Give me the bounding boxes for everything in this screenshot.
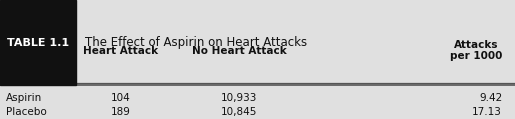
Text: 10,845: 10,845 bbox=[221, 107, 258, 117]
Text: Condition: Condition bbox=[6, 46, 63, 56]
Bar bbox=[0, 0, 76, 85]
Text: The Effect of Aspirin on Heart Attacks: The Effect of Aspirin on Heart Attacks bbox=[85, 36, 307, 49]
Text: Placebo: Placebo bbox=[6, 107, 47, 117]
Text: 9.42: 9.42 bbox=[479, 93, 502, 103]
Text: 10,933: 10,933 bbox=[221, 93, 258, 103]
Text: TABLE 1.1: TABLE 1.1 bbox=[7, 37, 69, 48]
Text: Heart Attack: Heart Attack bbox=[83, 46, 159, 56]
Text: Attacks
per 1000: Attacks per 1000 bbox=[450, 40, 502, 61]
Text: 104: 104 bbox=[111, 93, 131, 103]
Text: 189: 189 bbox=[111, 107, 131, 117]
Text: 17.13: 17.13 bbox=[472, 107, 502, 117]
Text: Aspirin: Aspirin bbox=[6, 93, 42, 103]
Text: No Heart Attack: No Heart Attack bbox=[192, 46, 287, 56]
